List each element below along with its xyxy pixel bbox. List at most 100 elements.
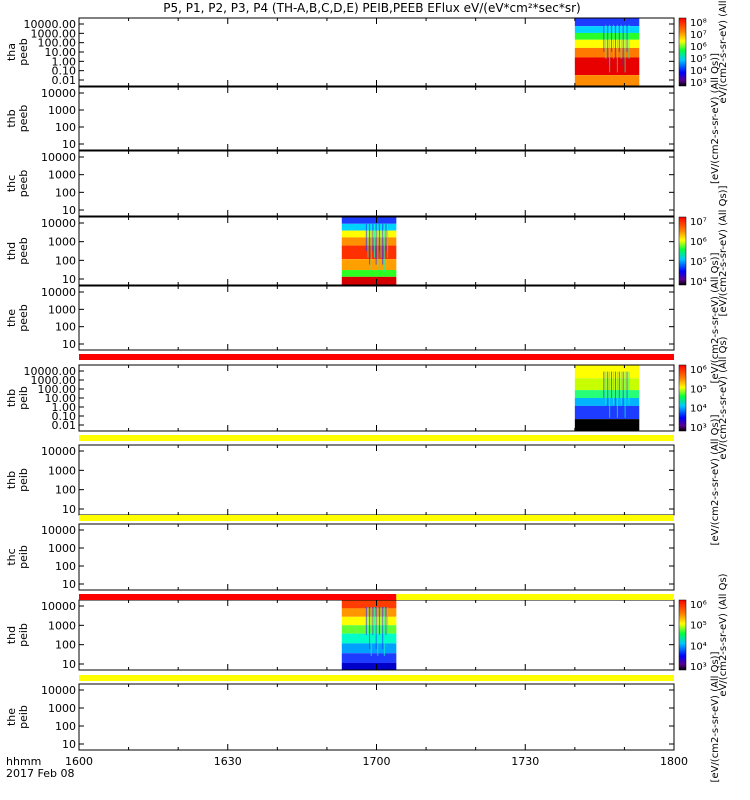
y-tick-label: 10 <box>62 658 76 671</box>
y-tick-label: 100 <box>55 639 76 652</box>
panel-the-peeb: 10000 1000 100 10 the peeb <box>5 285 675 351</box>
colorbar-scale <box>678 364 687 432</box>
spectrogram-band <box>574 47 640 58</box>
panel-instrument-label: peeb <box>17 304 30 332</box>
colorbar-label: [eV/(cm2-s-sr-eV) (All Qs)] <box>710 252 721 383</box>
spectrogram-band <box>574 398 640 406</box>
colorbar-tick-label: 10⁴ <box>690 277 707 288</box>
x-axis: hhmm 2017 Feb 08 1600 1630 1700 1730 1800 <box>6 755 688 780</box>
spectrogram-band <box>341 663 397 670</box>
x-tick-label: 1730 <box>511 755 539 768</box>
y-tick-label: 1000 <box>48 702 76 715</box>
y-tick-label: 100 <box>55 321 76 334</box>
colorbar-tick-label: 10⁶ <box>690 600 707 611</box>
y-tick-label: 10 <box>62 578 76 591</box>
panel-frame <box>78 683 675 751</box>
y-tick-label: 10000 <box>41 151 76 164</box>
spectrogram-band <box>341 616 397 626</box>
spectrogram-band <box>574 390 640 398</box>
panel-the-peib: 10000 1000 100 10 the peib <box>5 683 675 751</box>
y-tick-label: 1000 <box>48 542 76 555</box>
panel-thb-peib-2: 10000 1000 100 10 thb peib <box>5 444 675 516</box>
panel-probe-label: the <box>5 309 18 327</box>
spectrogram-band <box>574 419 640 431</box>
y-tick-label: 10000.00 <box>24 18 77 31</box>
y-tick-label: 10000.00 <box>24 365 77 378</box>
colorbar-label: eV/(cm2-s-sr-eV) (All Qs) <box>718 573 729 696</box>
spectrogram-band <box>574 365 640 379</box>
colorbar-tick-label: 10³ <box>690 423 707 434</box>
y-tick-label: 1000 <box>48 619 76 632</box>
panel-probe-label: thc <box>5 175 18 192</box>
panels-layer: 10000.001000.00100.0010.001.000.100.01th… <box>5 17 675 751</box>
colorbar-cb-thb-peib: 10⁶ 10⁵ 10⁴ 10³ eV/(cm2-s-sr-eV) (All Qs) <box>678 336 729 460</box>
colorbar-tick-label: 10⁵ <box>690 54 707 65</box>
colorbar-scale <box>678 216 687 286</box>
y-tick-label: 10000 <box>41 684 76 697</box>
spectrogram-band <box>341 653 397 663</box>
colorbar-label: [eV/(cm2-s-sr-eV) (All Qs)] <box>710 414 721 545</box>
colorbar-tick-label: 10⁴ <box>690 66 707 77</box>
panel-probe-label: thc <box>5 548 18 565</box>
y-tick-label: 100 <box>55 254 76 267</box>
y-tick-label: 0.10 <box>52 65 77 78</box>
spectrogram-band <box>341 259 397 271</box>
y-tick-label: 100 <box>55 560 76 573</box>
panel-instrument-label: peeb <box>17 105 30 133</box>
y-tick-label: 100 <box>55 121 76 134</box>
y-tick-label: 100 <box>55 186 76 199</box>
y-tick-label: 100.00 <box>38 37 77 50</box>
colorbar-cb-thd-peib: 10⁶ 10⁵ 10⁴ 10³ eV/(cm2-s-sr-eV) (All Qs) <box>678 573 729 697</box>
panel-probe-label: thd <box>5 626 18 644</box>
panel-probe-label: tha <box>5 43 18 61</box>
spectrogram-band <box>341 230 397 238</box>
panel-thd-peeb: 10000 1000 100 10 thd peeb <box>5 216 675 286</box>
y-tick-label: 1000 <box>48 464 76 477</box>
y-tick-label: 1000.00 <box>31 374 77 387</box>
panel-probe-label: thb <box>5 389 18 407</box>
panel-probe-label: thd <box>5 242 18 260</box>
panel-probe-label: thb <box>5 109 18 127</box>
spectrogram-band <box>341 245 397 260</box>
colorbar-tick-label: 10³ <box>690 78 707 89</box>
status-bars-layer <box>79 354 674 681</box>
time-label: hhmm <box>6 755 41 768</box>
y-tick-label: 10000 <box>41 600 76 613</box>
panel-instrument-label: peib <box>17 386 30 410</box>
spectrogram-band <box>341 276 397 285</box>
panel-thd-peib: 10000 1000 100 10 thd peib <box>5 599 675 671</box>
panel-instrument-label: peeb <box>17 237 30 265</box>
spectrogram-band <box>341 625 397 634</box>
x-tick-label: 1600 <box>65 755 93 768</box>
panel-instrument-label: peeb <box>17 38 30 66</box>
status-bar <box>79 435 674 441</box>
colorbar-tick-label: 10⁷ <box>690 30 707 41</box>
y-tick-label: 1.00 <box>52 55 77 68</box>
y-tick-label: 1000 <box>48 236 76 249</box>
date-label: 2017 Feb 08 <box>6 767 74 780</box>
colorbar-scale <box>678 17 687 87</box>
x-tick-label: 1800 <box>660 755 688 768</box>
main-title: P5, P1, P2, P3, P4 (TH-A,B,C,D,E) PEIB,P… <box>163 1 580 15</box>
y-tick-label: 1000 <box>48 169 76 182</box>
colorbar-tick-label: 10⁷ <box>690 217 707 228</box>
y-tick-label: 0.01 <box>52 74 77 87</box>
colorbar-label: eV/(cm2-s-sr-eV) (All <box>718 1 729 104</box>
panel-frame <box>78 150 675 217</box>
panel-thc-peeb: 10000 1000 100 10 thc peeb <box>5 150 675 217</box>
y-tick-label: 10 <box>62 204 76 217</box>
x-tick-label: 1630 <box>214 755 242 768</box>
colorbar-label: [eV/(cm2-s-sr-eV) (All Qs)] <box>718 185 729 316</box>
spectrogram-band <box>574 405 640 420</box>
y-tick-label: 1000 <box>48 303 76 316</box>
status-bar <box>79 354 674 360</box>
y-tick-label: 10 <box>62 273 76 286</box>
colorbar-cb-the-peib: [eV/(cm2-s-sr-eV) (All Qs)] <box>710 651 721 782</box>
panel-frame <box>78 523 675 591</box>
y-tick-label: 10000 <box>41 524 76 537</box>
colorbar-tick-label: 10⁵ <box>690 621 707 632</box>
colorbar-tick-label: 10⁴ <box>690 404 707 415</box>
